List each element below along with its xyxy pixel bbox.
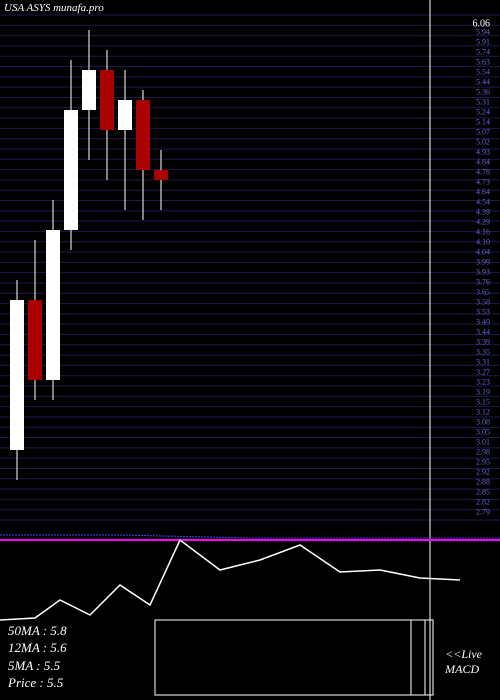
price-label: 2.92 [476, 468, 490, 477]
price-label: 4.64 [476, 188, 490, 197]
price-label: 4.93 [476, 148, 490, 157]
price-label: 3.53 [476, 308, 490, 317]
price-label: 3.19 [476, 388, 490, 397]
price-label: 5.44 [476, 78, 490, 87]
price-label: 5.14 [476, 118, 490, 127]
live-text: <<Live [445, 647, 482, 661]
macd-text: MACD [445, 662, 479, 676]
chart-title: USA ASYS munafa.pro [4, 2, 104, 14]
price-label: 3.05 [476, 428, 490, 437]
info-row: 5MA : 5.5 [8, 657, 67, 675]
price-label: 5.63 [476, 58, 490, 67]
price-label: 2.82 [476, 498, 490, 507]
price-label: 5.91 [476, 38, 490, 47]
price-label: 5.07 [476, 128, 490, 137]
price-label: 3.27 [476, 368, 490, 377]
price-label: 3.76 [476, 278, 490, 287]
price-label: 3.31 [476, 358, 490, 367]
price-label: 5.02 [476, 138, 490, 147]
info-row: Price : 5.5 [8, 674, 67, 692]
chart-canvas [0, 0, 500, 700]
price-label: 2.95 [476, 458, 490, 467]
chart-container: USA ASYS munafa.pro 6.065.945.915.745.63… [0, 0, 500, 700]
price-label: 2.98 [476, 448, 490, 457]
price-label: 4.84 [476, 158, 490, 167]
price-label: 4.10 [476, 238, 490, 247]
price-label: 5.54 [476, 68, 490, 77]
price-label: 3.15 [476, 398, 490, 407]
live-macd-label: <<Live MACD [445, 647, 482, 678]
price-label: 4.78 [476, 168, 490, 177]
price-label: 5.36 [476, 88, 490, 97]
price-label: 4.04 [476, 248, 490, 257]
info-row: 50MA : 5.8 [8, 622, 67, 640]
price-label: 5.74 [476, 48, 490, 57]
price-label: 3.44 [476, 328, 490, 337]
price-label: 3.12 [476, 408, 490, 417]
price-label: 3.39 [476, 338, 490, 347]
price-label: 4.54 [476, 198, 490, 207]
price-label: 3.08 [476, 418, 490, 427]
info-row: 12MA : 5.6 [8, 639, 67, 657]
price-label: 3.65 [476, 288, 490, 297]
price-label: 4.73 [476, 178, 490, 187]
price-label: 3.99 [476, 258, 490, 267]
price-label: 2.85 [476, 488, 490, 497]
indicator-info-block: 50MA : 5.812MA : 5.65MA : 5.5Price : 5.5 [8, 622, 67, 692]
price-label: 3.49 [476, 318, 490, 327]
price-label: 3.93 [476, 268, 490, 277]
price-label: 3.23 [476, 378, 490, 387]
price-label: 2.88 [476, 478, 490, 487]
price-label: 4.39 [476, 208, 490, 217]
price-label: 5.31 [476, 98, 490, 107]
price-label: 5.94 [476, 28, 490, 37]
price-label: 3.01 [476, 438, 490, 447]
price-label: 4.29 [476, 218, 490, 227]
price-label: 3.58 [476, 298, 490, 307]
price-label: 2.79 [476, 508, 490, 517]
price-label: 3.35 [476, 348, 490, 357]
price-label: 4.16 [476, 228, 490, 237]
price-label: 5.24 [476, 108, 490, 117]
